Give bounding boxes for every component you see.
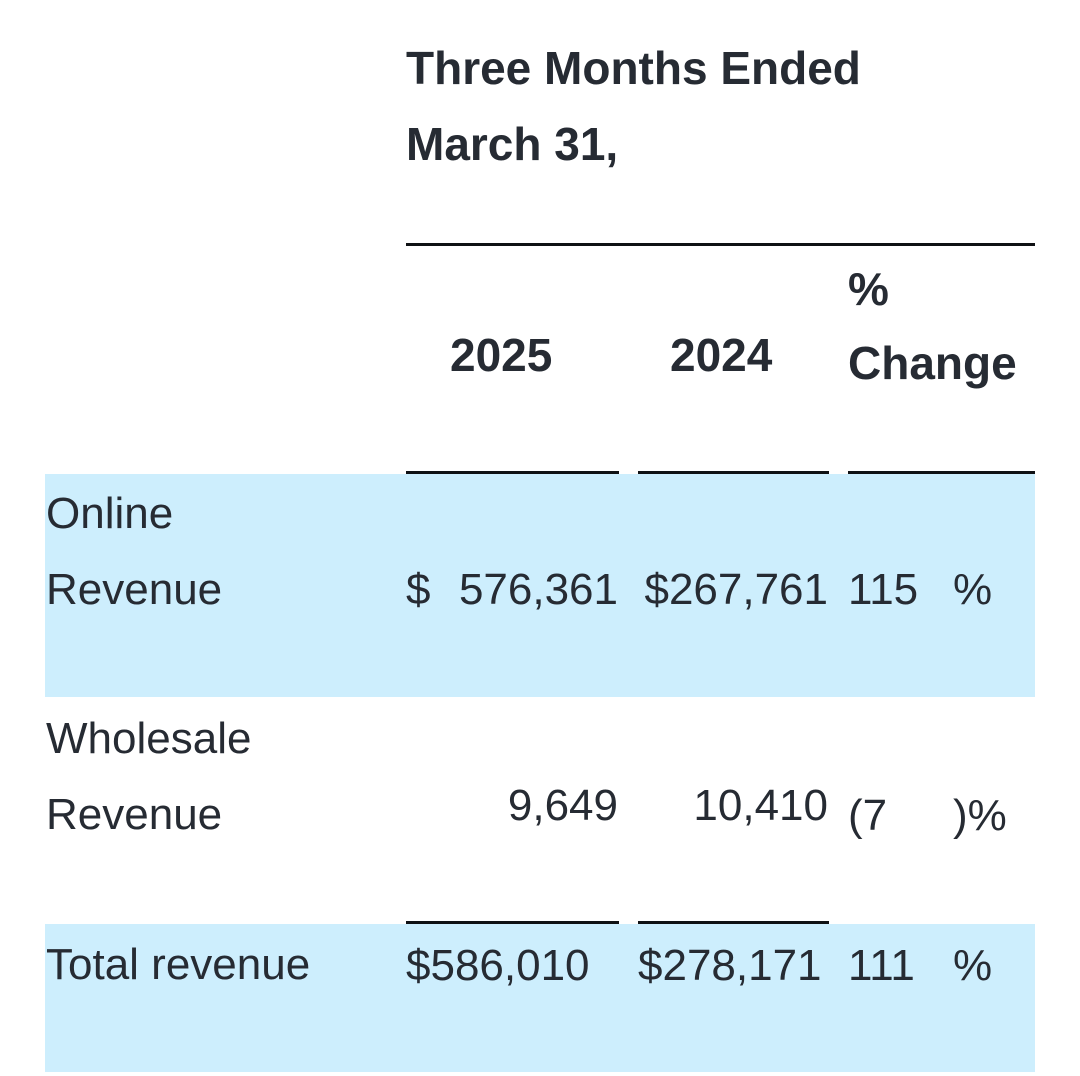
period-header-rule [406,243,1035,246]
wholesale-revenue-change-suffix: )% [953,791,1007,840]
row-label-line2: Revenue [46,565,223,614]
period-title-line1: Three Months Ended [406,42,861,94]
column-header-2024: 2024 [670,329,773,381]
total-revenue-change-suffix: % [953,941,993,990]
row-label-line1: Wholesale [46,714,252,763]
row-label-line1: Online [46,489,174,538]
currency-symbol: $ [406,565,431,614]
subtotal-rule-2025 [406,921,619,924]
online-revenue-change: 115 [848,565,919,614]
total-revenue-change: 111 [848,941,915,990]
wholesale-revenue-2024: 10,410 [693,781,828,830]
period-title-line2: March 31, [406,118,619,170]
column-rule-change [848,471,1035,474]
column-header-change-line1: % [848,263,889,315]
wholesale-revenue-2025: 9,649 [507,781,618,830]
column-header-2025: 2025 [450,329,553,381]
row-label-total-revenue: Total revenue [46,940,311,989]
online-revenue-2024: $267,761 [644,565,828,614]
column-header-change-line2: Change [848,337,1017,389]
total-revenue-2025: $586,010 [406,941,590,990]
row-label-online-revenue: Online Revenue [46,476,222,628]
row-band-total [45,924,1035,1072]
row-label-line2: Revenue [46,790,223,839]
column-rule-2024 [638,471,829,474]
subtotal-rule-2024 [638,921,829,924]
total-revenue-2024: $278,171 [638,941,822,990]
row-band-online [45,474,1035,697]
row-label-wholesale-revenue: Wholesale Revenue [46,701,251,853]
wholesale-revenue-change: (7 [848,791,888,840]
online-revenue-2025: 576,361 [458,565,618,614]
online-revenue-change-suffix: % [953,565,993,614]
column-rule-2025 [406,471,619,474]
column-header-change: % Change [848,262,1017,390]
period-title: Three Months Ended March 31, [406,30,861,182]
